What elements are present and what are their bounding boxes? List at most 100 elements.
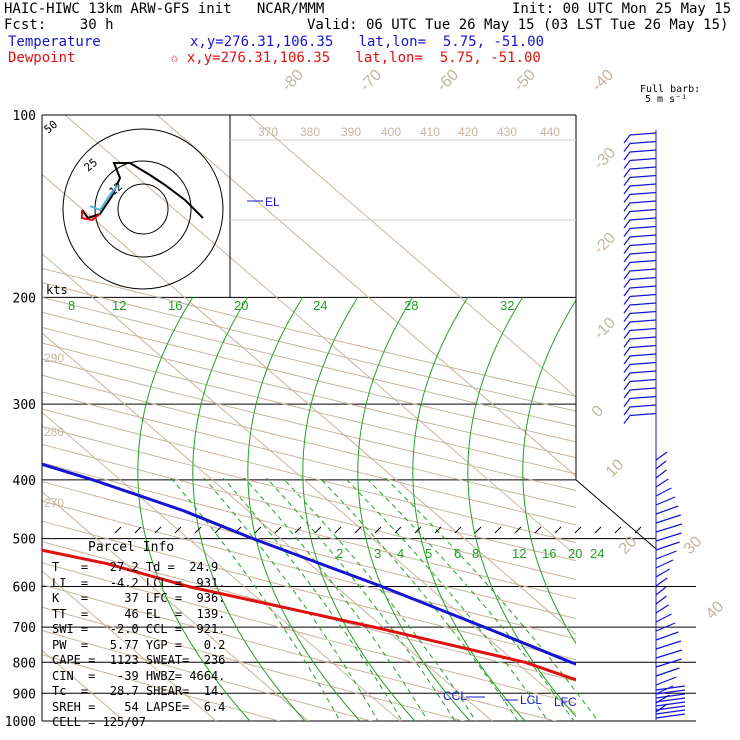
wind-barb — [623, 149, 657, 161]
model-title: HAIC-HIWC 13km ARW-GFS init NCAR/MMM — [4, 1, 325, 17]
hash-mark — [354, 526, 362, 534]
mixing-ratio-line — [105, 478, 348, 721]
wind-barb — [623, 319, 657, 331]
init-time: Init: 00 UTC Mon 25 May 15 — [512, 1, 732, 17]
wind-barb-low — [655, 487, 672, 497]
wind-barb — [623, 174, 657, 186]
dry-adiabat-430 — [42, 311, 576, 443]
parcel-info-row: T = 27.2 Td = 24.9 — [52, 560, 219, 574]
wind-barb-low — [655, 550, 677, 560]
wind-barb-low — [655, 568, 670, 578]
hodo-trace-surface — [81, 210, 101, 222]
wind-barb — [623, 242, 657, 254]
wind-barb — [623, 200, 657, 212]
isotherm--50 — [0, 115, 47, 734]
annotations: EL CCL LCL LFC — [247, 195, 577, 709]
wind-barb — [623, 183, 657, 195]
wind-barb-low — [655, 469, 667, 479]
wind-barb-low — [655, 541, 680, 551]
dry-adiabat-320 — [42, 500, 576, 640]
hash-mark — [454, 526, 462, 534]
theta-label: 430 — [497, 125, 517, 139]
mixing-ratio-label-low: 5 — [425, 546, 432, 561]
hash-mark — [574, 526, 582, 534]
wind-barb — [623, 387, 657, 399]
hash-mark — [374, 526, 382, 534]
wind-barb — [623, 293, 657, 305]
pressure-label-400: 400 — [13, 474, 36, 489]
hash-mark — [514, 526, 522, 534]
moist-adiabat — [247, 297, 361, 721]
parcel-info-title: Parcel Info — [88, 540, 175, 555]
wind-barb-low — [655, 613, 672, 623]
dry-adiabat-330 — [42, 481, 576, 619]
mixing-ratio-label-low: 24 — [590, 546, 604, 561]
mixing-ratio-label: 8 — [68, 298, 75, 313]
mixing-ratio-label-low: 8 — [472, 546, 479, 561]
hash-mark — [634, 526, 642, 534]
isotherm-label: 30 — [681, 533, 706, 558]
wind-barb-low — [655, 631, 679, 641]
wind-barb — [623, 208, 657, 220]
parcel-info-row: PW = 5.77 YGP = 0.2 — [52, 637, 226, 652]
mixing-ratio-label-low: 3 — [374, 546, 381, 561]
wind-barb-low — [655, 559, 674, 569]
isotherm-label: -30 — [591, 144, 619, 172]
moist-adiabat — [412, 297, 526, 721]
valid-time: Valid: 06 UTC Tue 26 May 15 (03 LST Tue … — [307, 17, 729, 33]
moist-adiabat — [578, 297, 702, 733]
dry-adiabat-300 — [42, 541, 576, 682]
hash-mark — [614, 526, 622, 534]
wind-barb-low — [655, 604, 669, 614]
dry-adiabat-450 — [42, 282, 576, 412]
theta-left-label: 270 — [44, 496, 64, 510]
hodo-trace-low — [89, 184, 119, 212]
hash-mark — [414, 526, 422, 534]
wind-barb — [623, 191, 657, 203]
isotherm-label: -80 — [279, 66, 307, 94]
wind-barb-low — [655, 667, 680, 677]
wind-barb — [623, 310, 657, 322]
wind-barb — [623, 327, 657, 339]
dry-adiabat-420 — [42, 326, 576, 459]
wind-barb — [623, 378, 657, 390]
hodo-ring — [62, 128, 224, 290]
theta-label: 420 — [458, 125, 478, 139]
isotherm-10 — [42, 253, 576, 715]
wind-barb-low — [655, 658, 682, 668]
wind-barb-low — [655, 640, 682, 650]
theta-left-label: 290 — [44, 351, 64, 365]
barb-legend-title: Full barb: — [640, 84, 701, 95]
dry-adiabat-310 — [42, 520, 576, 661]
theta-label: 390 — [341, 125, 361, 139]
wind-barb — [623, 336, 657, 348]
dry-adiabats — [42, 267, 740, 733]
parcel-info-row: SWI = -2.0 CCL = 921. — [52, 622, 226, 636]
temperature-legend-label: Temperature — [8, 34, 101, 50]
mixing-ratio-label-low: 12 — [512, 546, 526, 561]
moist-adiabat — [688, 297, 740, 733]
moist-adiabat — [302, 297, 416, 721]
mixing-ratio-label-low: 16 — [542, 546, 556, 561]
isotherms — [0, 115, 576, 734]
isotherm-label: 20 — [616, 533, 641, 558]
wind-barb — [623, 268, 657, 280]
dry-adiabat-260 — [42, 630, 373, 721]
wind-barb-surface — [655, 685, 686, 691]
isotherm-label: 40 — [703, 598, 728, 623]
wind-barb — [623, 404, 657, 416]
wind-barb — [623, 225, 657, 237]
dry-adiabat-460 — [42, 267, 576, 397]
parcel-info-row: LI = -4.2 LCL = 931. — [52, 575, 226, 590]
parcel-info-row: TT = 46 EL = 139. — [52, 606, 226, 621]
pressure-label-900: 900 — [13, 687, 36, 702]
hash-mark — [494, 526, 502, 534]
isotherm--20 — [42, 491, 309, 721]
mixing-ratio-label: 32 — [500, 298, 514, 313]
wind-barbs — [623, 130, 686, 720]
parcel-info-row: SREH = 54 LAPSE= 6.4 — [52, 699, 226, 714]
hash-mark — [114, 526, 122, 534]
wind-barb-surface — [655, 689, 686, 695]
hash-mark — [594, 526, 602, 534]
